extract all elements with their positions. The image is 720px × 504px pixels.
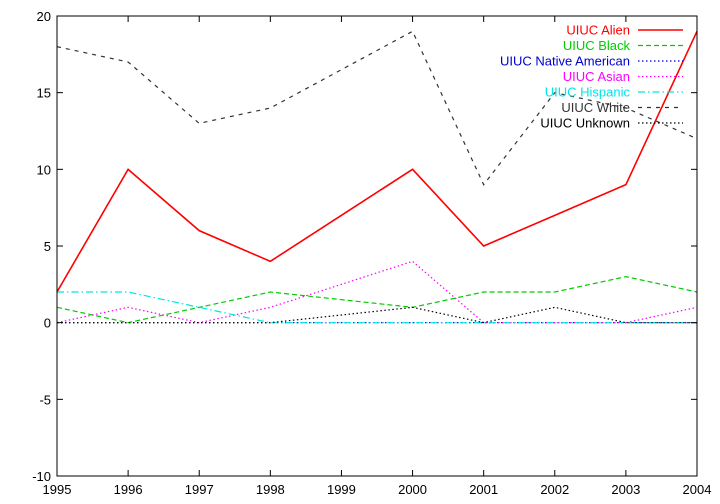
y-tick-label: 0 [44, 316, 51, 331]
legend-label-uiuc-alien: UIUC Alien [566, 23, 630, 38]
y-tick-label: -10 [32, 469, 51, 484]
series-line-uiuc-unknown [57, 306, 697, 324]
y-tick-label: 10 [37, 162, 51, 177]
series-line-uiuc-hispanic [57, 291, 697, 324]
legend-label-uiuc-unknown: UIUC Unknown [540, 116, 630, 131]
x-tick-label: 2000 [398, 482, 427, 497]
x-tick-label: 1999 [327, 482, 356, 497]
series-line-uiuc-white [56, 30, 698, 186]
y-tick-label: 15 [37, 86, 51, 101]
legend-label-uiuc-hispanic: UIUC Hispanic [545, 85, 631, 100]
x-tick-label: 2004 [683, 482, 712, 497]
x-tick-label: 2003 [611, 482, 640, 497]
x-tick-label: 1995 [43, 482, 72, 497]
x-tick-label: 2002 [540, 482, 569, 497]
legend-label-uiuc-asian: UIUC Asian [563, 69, 630, 84]
x-tick-label: 1996 [114, 482, 143, 497]
y-tick-label: -5 [39, 392, 51, 407]
x-tick-label: 1997 [185, 482, 214, 497]
legend-label-uiuc-native-american: UIUC Native American [500, 54, 630, 69]
series-layer [56, 30, 698, 324]
x-tick-label: 1998 [256, 482, 285, 497]
legend-label-uiuc-black: UIUC Black [563, 38, 631, 53]
x-tick-label: 2001 [469, 482, 498, 497]
series-line-uiuc-alien [56, 30, 698, 293]
legend-label-uiuc-white: UIUC White [561, 100, 630, 115]
y-tick-label: 20 [37, 9, 51, 24]
y-tick-label: 5 [44, 239, 51, 254]
axis-layer: 1995 1996 1997 1998 1999 2000 2001 2002 2003 2004… [32, 9, 711, 497]
